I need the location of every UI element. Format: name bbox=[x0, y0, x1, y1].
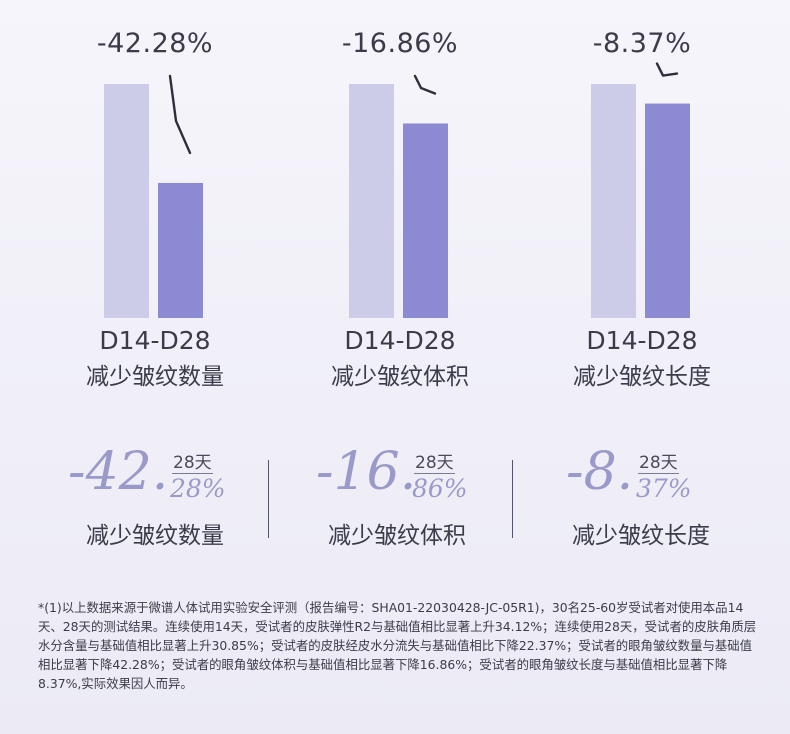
stat-wrinkle-length: -8. 28天 37% 减少皱纹长度 bbox=[516, 440, 766, 550]
stat-label: 减少皱纹数量 bbox=[86, 523, 224, 549]
bar-d28 bbox=[645, 103, 690, 318]
stat-number-integer: -16. bbox=[316, 442, 417, 502]
bar-svg bbox=[591, 62, 690, 318]
bar-d28 bbox=[158, 182, 203, 318]
chart-wrinkle-volume: -16.86% D14-D28 减少皱纹体积 bbox=[285, 0, 515, 400]
trend-arrow-icon bbox=[655, 62, 679, 77]
metric-label: 减少皱纹体积 bbox=[331, 364, 469, 390]
period-label: D14-D28 bbox=[99, 326, 211, 355]
metric-label: 减少皱纹数量 bbox=[86, 364, 224, 390]
bar-svg bbox=[349, 74, 448, 319]
period-label: D14-D28 bbox=[586, 326, 698, 355]
stat-wrinkle-count: -42. 28天 28% 减少皱纹数量 bbox=[30, 440, 280, 550]
bar-svg bbox=[104, 74, 203, 318]
chart-wrinkle-length: -8.37% D14-D28 减少皱纹长度 bbox=[527, 0, 757, 400]
chart-wrinkle-count: -42.28% D14-D28 减少皱纹数量 bbox=[40, 0, 270, 400]
change-label: -8.37% bbox=[592, 28, 692, 59]
stat-wrinkle-volume: -16. 28天 86% 减少皱纹体积 bbox=[272, 440, 522, 550]
stat-days: 28天 bbox=[172, 453, 213, 474]
stat-label: 减少皱纹长度 bbox=[572, 523, 710, 549]
period-label: D14-D28 bbox=[344, 326, 456, 355]
stat-number-decimal: 37% bbox=[636, 474, 692, 503]
stat-number: -8. 28天 37% bbox=[516, 440, 766, 504]
bar-d28 bbox=[403, 123, 448, 319]
stat-label: 减少皱纹体积 bbox=[328, 523, 466, 549]
footnote: *(1)以上数据来源于微谱人体试用实验安全评测（报告编号：SHA01-22030… bbox=[38, 600, 757, 691]
change-label: -16.86% bbox=[341, 28, 459, 59]
stat-number: -42. 28天 28% bbox=[30, 440, 280, 504]
metric-label: 减少皱纹长度 bbox=[573, 364, 711, 390]
trend-arrow-icon bbox=[413, 74, 437, 95]
divider bbox=[268, 460, 269, 538]
stat-number-decimal: 28% bbox=[170, 474, 226, 503]
stat-days: 28天 bbox=[638, 453, 679, 474]
stat-number-decimal: 86% bbox=[412, 474, 468, 503]
bar-d14 bbox=[349, 84, 394, 318]
stat-number-integer: -42. bbox=[68, 442, 169, 502]
stat-number-integer: -8. bbox=[566, 442, 634, 502]
bar-d14 bbox=[104, 84, 149, 318]
change-label: -42.28% bbox=[96, 28, 214, 59]
bar-d14 bbox=[591, 84, 636, 318]
stat-days: 28天 bbox=[414, 453, 455, 474]
stat-number: -16. 28天 86% bbox=[272, 440, 522, 504]
trend-arrow-icon bbox=[168, 74, 192, 155]
divider bbox=[512, 460, 513, 538]
